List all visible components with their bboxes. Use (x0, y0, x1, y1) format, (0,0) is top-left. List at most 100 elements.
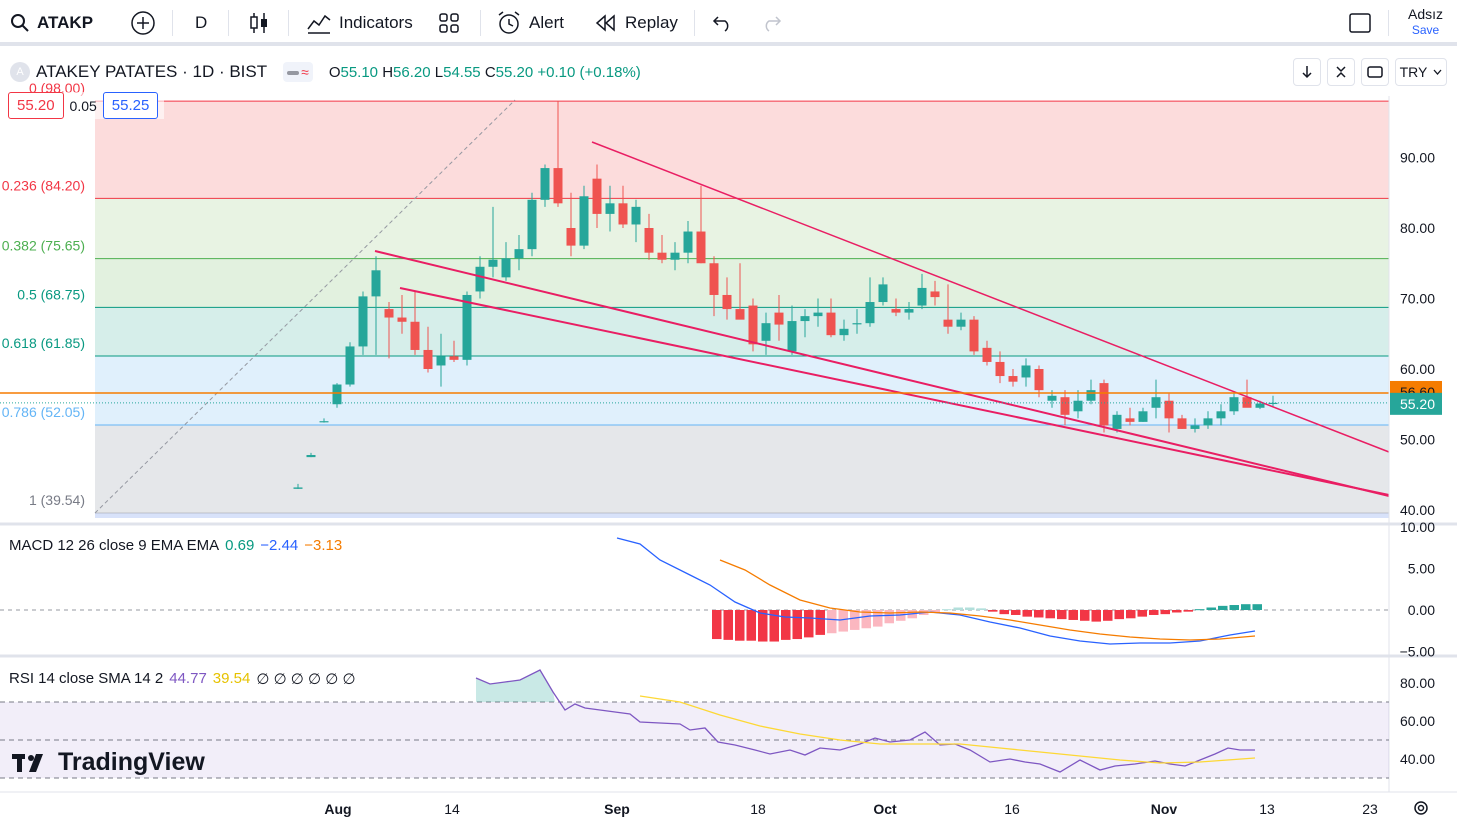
candle-body (449, 356, 459, 360)
maximize-icon (1367, 66, 1383, 78)
trend-line-lower[interactable] (399, 287, 1390, 496)
candle (1008, 369, 1018, 387)
candle (358, 291, 368, 355)
compare-button[interactable] (120, 0, 166, 46)
indicators-button[interactable]: Indicators (296, 0, 423, 46)
macd-histogram-bar (930, 610, 940, 613)
ask-button[interactable]: 55.25 (102, 92, 159, 119)
square-icon (1349, 13, 1371, 33)
candle-body (969, 319, 979, 352)
macd-histogram-bar (850, 610, 860, 630)
symbol-search-button[interactable]: ATAKP (0, 0, 103, 46)
rsi-pane: 80.00 60.00 40.00 (0, 669, 1435, 779)
fibonacci-labels: 0 (98.00)0.236 (84.20)0.382 (75.65)0.5 (… (2, 80, 85, 508)
macd-legend-title[interactable]: MACD 12 26 close 9 EMA EMA (9, 537, 220, 554)
candle-body (813, 312, 823, 317)
wave-icon: ≈ (301, 64, 309, 80)
replay-label: Replay (625, 13, 678, 32)
candle-body (839, 328, 849, 336)
price-tick-label: 90.00 (1400, 150, 1435, 166)
toolbar-divider (172, 10, 173, 36)
chart-type-button[interactable] (238, 0, 280, 46)
indicators-icon (307, 14, 331, 34)
low-value: 54.55 (443, 63, 481, 81)
candle (1060, 390, 1070, 426)
candle-body (1190, 425, 1200, 429)
macd-histogram-bar (999, 610, 1009, 615)
candle (488, 206, 498, 278)
fullscreen-button[interactable] (1338, 0, 1382, 46)
pane-down-button[interactable] (1293, 58, 1321, 86)
candle (1242, 379, 1252, 408)
macd-histogram-bar (746, 610, 756, 641)
redo-button[interactable] (750, 0, 792, 46)
macd-histogram-bar (1218, 605, 1228, 610)
candle (904, 302, 914, 320)
candle (1216, 404, 1226, 426)
toolbar-divider (694, 10, 695, 36)
spread-value: 0.05 (69, 97, 97, 114)
time-tick-label: 16 (1004, 801, 1020, 817)
candle-body (1255, 403, 1265, 408)
alert-button[interactable]: Alert (486, 0, 574, 46)
candle-body (540, 168, 550, 200)
trend-line-upper[interactable] (591, 141, 1390, 453)
interval-button[interactable]: D (185, 0, 217, 46)
macd-histogram-bar (953, 607, 963, 610)
candle (670, 242, 680, 271)
macd-histogram-bar (1022, 610, 1032, 617)
toolbar-divider (288, 10, 289, 36)
candle-body (982, 347, 992, 362)
candle-body (722, 294, 732, 310)
indicators-label: Indicators (339, 13, 413, 32)
layouts-button[interactable] (428, 0, 470, 46)
fib-level-label: 0.236 (84.20) (2, 177, 85, 193)
tradingview-logo[interactable]: TradingView (12, 748, 205, 777)
candle-body (397, 317, 407, 322)
fib-diagonal (94, 99, 516, 514)
bid-button[interactable]: 55.20 (8, 92, 64, 119)
replay-button[interactable]: Replay (584, 0, 688, 46)
candle-body (904, 309, 914, 313)
candle-body (1086, 390, 1096, 401)
rsi-extra-values: ∅ ∅ ∅ ∅ ∅ ∅ (256, 671, 356, 688)
symbol-title[interactable]: ATAKEY PATATES · 1D · BIST (36, 62, 268, 81)
fib-zone (95, 101, 1389, 199)
fibonacci-retracement[interactable] (95, 100, 1389, 518)
search-icon (11, 14, 29, 32)
trend-line-middle[interactable] (374, 250, 1390, 497)
time-axis[interactable]: Aug 14 Sep 18 Oct 16 Nov 13 23 (324, 801, 1378, 817)
top-toolbar: ATAKP D Indicators Alert Replay Adsız Sa… (0, 0, 1457, 46)
macd-histogram-bar (1126, 610, 1136, 619)
rsi-legend-title[interactable]: RSI 14 close SMA 14 2 (9, 670, 164, 687)
candle (1190, 418, 1200, 433)
last-price-tag-label: 55.20 (1400, 396, 1435, 412)
layout-save-button[interactable]: Adsız Save (1408, 6, 1443, 38)
macd-histogram-bar (792, 610, 802, 640)
candle (982, 340, 992, 366)
candle-body (293, 487, 303, 489)
settings-gear-button[interactable] (1414, 801, 1428, 815)
trend-lines[interactable] (374, 141, 1390, 497)
candle (657, 235, 667, 264)
macd-histogram-bar (769, 610, 779, 642)
macd-histogram-bar (942, 609, 952, 611)
macd-histogram-bar (1195, 609, 1205, 611)
macd-histogram-bar (873, 610, 883, 627)
undo-button[interactable] (702, 0, 744, 46)
pane-collapse-button[interactable] (1327, 58, 1355, 86)
rsi-tick-label: 80.00 (1400, 675, 1435, 691)
currency-selector[interactable]: TRY (1395, 58, 1447, 86)
macd-histogram-bar (838, 610, 848, 632)
candle (1125, 407, 1135, 426)
legend-toggle[interactable]: ≈ (283, 62, 313, 82)
candle (969, 316, 979, 355)
time-tick-label: 23 (1362, 801, 1378, 817)
pane-maximize-button[interactable] (1361, 58, 1389, 86)
chart-canvas[interactable]: 0 (98.00)0.236 (84.20)0.382 (75.65)0.5 (… (0, 50, 1457, 826)
change-value: +0.10 (+0.18%) (537, 63, 641, 81)
candle-body (384, 309, 394, 318)
candle (735, 263, 745, 320)
macd-histogram-bar (965, 607, 975, 610)
